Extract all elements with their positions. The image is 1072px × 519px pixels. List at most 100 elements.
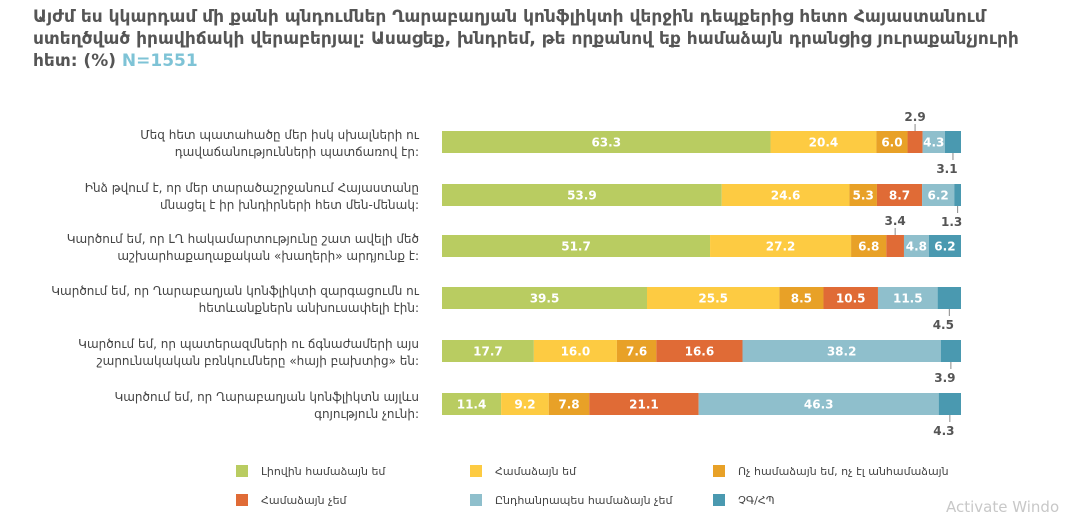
bar-segment [589, 393, 699, 415]
data-label: 8.5 [791, 292, 812, 306]
legend-label: Համաձայն եմ [495, 465, 577, 478]
data-label: 11.4 [457, 398, 487, 412]
category-label: Կարծում եմ, որ Ղարաբաղյան կոնֆլիկտն այլև… [114, 390, 419, 404]
data-label: 9.2 [514, 398, 535, 412]
bar-segment [886, 235, 904, 257]
category-label: Կարծում եմ, որ ԼՂ հակամարտությունը շատ ա… [67, 232, 419, 246]
data-label-outside: 3.9 [934, 371, 955, 385]
bar-segment [501, 393, 549, 415]
category-label: հետևանքներն անխուսափելի էին: [199, 301, 419, 315]
data-label: 10.5 [836, 292, 866, 306]
data-label: 39.5 [530, 292, 560, 306]
data-label: 38.2 [827, 345, 857, 359]
data-label: 5.3 [853, 189, 874, 203]
category-label: դավաճանությունների պատճառով էր: [175, 145, 419, 159]
legend-swatch [236, 494, 248, 506]
data-label: 7.8 [558, 398, 579, 412]
category-label: աշխարհաքաղաքական «խաղերի» արդյունք է: [117, 249, 419, 263]
data-label: 63.3 [591, 136, 621, 150]
legend-label: ՉԳ/ՀՊ [738, 494, 775, 507]
bar-segment [710, 235, 852, 257]
data-label: 24.6 [771, 189, 801, 203]
category-label: Մեզ հետ պատահածը մեր իսկ սխալների ու [140, 128, 420, 142]
category-label: գոյություն չունի: [314, 407, 419, 421]
data-label-outside: 3.1 [936, 162, 957, 176]
data-label-outside: 1.3 [941, 215, 962, 229]
bar-segment [533, 340, 617, 362]
bar-segment [442, 393, 502, 415]
title-text: Այժմ ես կկարդամ մի քանի պնդումներ Ղարաբա… [33, 7, 1019, 71]
category-label: Ինձ թվում է, որ մեր տարածաշրջանում Հայաս… [85, 181, 419, 195]
activation-watermark: Activate Windo [946, 498, 1060, 516]
data-label: 6.8 [858, 240, 879, 254]
data-label: 6.0 [881, 136, 902, 150]
bar-segment [647, 287, 780, 309]
bar-segment [616, 340, 657, 362]
data-label: 20.4 [809, 136, 839, 150]
legend-swatch [236, 465, 248, 477]
bar-segment [742, 340, 941, 362]
bar-segment [442, 131, 771, 153]
sample-size: N=1551 [121, 51, 198, 71]
bar-segment [721, 184, 850, 206]
data-label: 46.3 [804, 398, 834, 412]
bar-segment [548, 393, 590, 415]
data-label: 4.3 [923, 136, 944, 150]
bar-segment [770, 131, 877, 153]
bar-segment [849, 184, 877, 206]
legend-swatch [713, 494, 725, 506]
bar-segment [823, 287, 878, 309]
data-label: 17.7 [473, 345, 503, 359]
legend-swatch [713, 465, 725, 477]
legend-swatch [470, 494, 482, 506]
data-label-outside: 3.4 [885, 214, 906, 228]
bar-segment [876, 184, 923, 206]
data-label: 51.7 [561, 240, 591, 254]
data-label-outside: 2.9 [904, 110, 925, 124]
bar-segment [954, 184, 961, 206]
bar-segment [656, 340, 743, 362]
data-label: 53.9 [567, 189, 597, 203]
category-label: շարունակական բռնկումները «հայի բախտից» ե… [97, 354, 419, 368]
bar-segment [442, 287, 647, 309]
bar-segment [940, 340, 961, 362]
data-label: 11.5 [893, 292, 923, 306]
bar-segment [877, 287, 938, 309]
data-label: 6.2 [934, 240, 955, 254]
data-label: 27.2 [766, 240, 796, 254]
bar-segment [938, 393, 961, 415]
category-label: Կարծում եմ, որ Ղարաբաղյան կոնֆլիկտի զարգ… [51, 284, 420, 298]
data-label: 16.0 [561, 345, 591, 359]
data-label: 6.2 [928, 189, 949, 203]
bar-segment [922, 184, 955, 206]
bar-segment [944, 131, 961, 153]
bar-segment [922, 131, 945, 153]
category-label: մնացել է իր խնդիրների հետ մեն-մենակ: [160, 198, 419, 212]
category-label: Կարծում եմ, որ պատերազմների ու ճգնաժամեր… [78, 337, 419, 351]
bar-segment [442, 235, 711, 257]
chart-title: Այժմ ես կկարդամ մի քանի պնդումներ Ղարաբա… [33, 6, 1063, 72]
data-label: 8.7 [889, 189, 910, 203]
bar-segment [698, 393, 939, 415]
data-label-outside: 4.5 [933, 318, 954, 332]
bar-segment [937, 287, 961, 309]
data-label-outside: 4.3 [933, 424, 954, 438]
bar-segment [928, 235, 961, 257]
legend-swatch [470, 465, 482, 477]
legend-label: Ոչ համաձայն եմ, ոչ էլ անհամաձայն [738, 465, 949, 478]
data-label: 4.8 [906, 240, 927, 254]
bar-segment [907, 131, 923, 153]
legend-label: Համաձայն չեմ [261, 494, 348, 507]
data-label: 21.1 [629, 398, 659, 412]
bar-segment [442, 184, 722, 206]
bar-segment [851, 235, 887, 257]
data-label: 25.5 [698, 292, 728, 306]
bar-segment [903, 235, 929, 257]
legend-label: Ընդհանրապես համաձայն չեմ [495, 494, 673, 507]
data-label: 7.6 [626, 345, 647, 359]
data-label: 16.6 [685, 345, 715, 359]
bar-segment [442, 340, 534, 362]
bar-segment [779, 287, 824, 309]
legend-label: Լիովին համաձայն եմ [261, 465, 386, 478]
